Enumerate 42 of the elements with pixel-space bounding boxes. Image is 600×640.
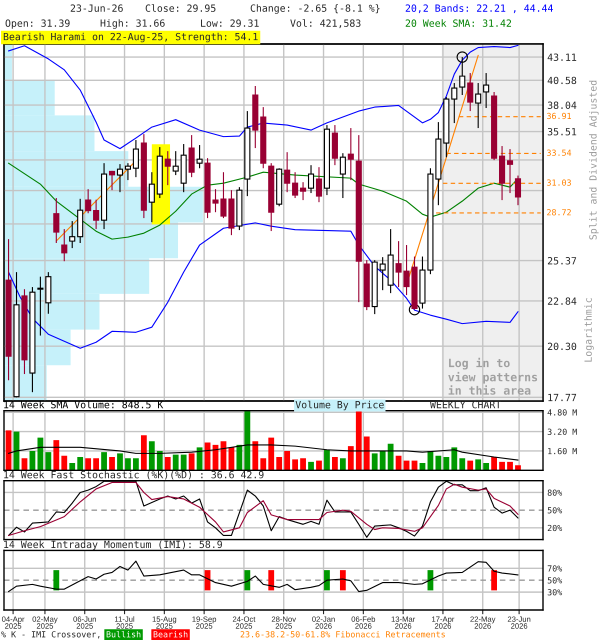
text: 23.6-38.2-50-61.8% Fibonacci Retracements <box>240 630 445 638</box>
y-tick-label: 70% <box>548 565 562 572</box>
annotation: WEEKLY CHART <box>430 400 502 408</box>
y-axis-title: Split and Dividend Adjusted <box>589 80 599 240</box>
y-tick-label: 43.11 <box>548 54 576 61</box>
text: Bullish <box>106 630 140 638</box>
series-label: 36.91 <box>547 112 571 120</box>
text: Change: -2.65 {-8.1 %} <box>250 4 380 14</box>
chart-title: 14 Week Intraday Momentum (IMI): 58.9 <box>4 540 222 550</box>
text: High: 31.66 <box>100 19 165 29</box>
y-tick-label: 50% <box>548 577 562 584</box>
y-tick-label: 35.51 <box>548 128 576 136</box>
chart-title: 14 Week Fast Stochastic (%K)(%D) : 36.6 42.9 <box>4 470 264 480</box>
annotation: Volume By Price <box>296 400 384 410</box>
series-label: 31.03 <box>547 179 571 186</box>
text: Vol: 421,583 <box>290 19 360 28</box>
y-tick-label: 25.37 <box>548 257 576 265</box>
y-tick-label: 22.84 <box>548 297 576 305</box>
text: 23-Jun-26 <box>70 4 123 12</box>
legend-title: % K - IMI Crossover, <box>1 631 100 638</box>
y-tick-label: 80% <box>548 489 562 496</box>
text: Low: 29.31 <box>201 19 259 27</box>
text: Logarithmic <box>584 298 594 362</box>
y-tick-label: 3.20 M <box>548 428 577 435</box>
text: 20 Week SMA: 31.42 <box>406 19 512 27</box>
y-tick-label: 17.77 <box>548 394 576 402</box>
series-label: 33.54 <box>547 150 572 156</box>
text: Close: 29.95 <box>146 4 216 12</box>
text: Bearish Harami on 22-Aug-25, Strength: 54.1 <box>4 32 258 42</box>
y-tick-label: 4.80 M <box>548 409 577 416</box>
y-tick-label: 38.04 <box>548 102 576 109</box>
y-tick-label: 50% <box>548 507 562 514</box>
band-label: Log in to view patterns in this area <box>448 358 538 395</box>
y-tick-label: 20% <box>548 524 562 532</box>
text: 20,2 Bands: 22.21 , 44.44 <box>406 4 553 14</box>
series-label: 28.72 <box>547 209 571 216</box>
y-tick-label: 1.60 M <box>548 448 577 454</box>
y-tick-label: 40.58 <box>548 76 576 84</box>
text: Bearish <box>154 630 188 638</box>
y-tick-label: 20.30 <box>548 342 576 350</box>
y-tick-label: 30% <box>548 589 562 596</box>
text: Open: 31.39 <box>6 19 70 29</box>
